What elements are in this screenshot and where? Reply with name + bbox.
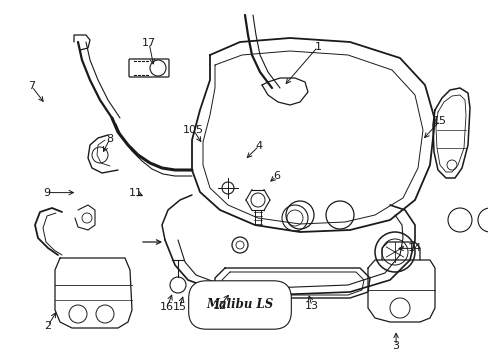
Text: 1: 1 [314,42,321,52]
Text: 17: 17 [142,38,156,48]
Text: 13: 13 [305,301,318,311]
Text: 4: 4 [255,141,262,151]
Text: 16: 16 [160,302,174,312]
FancyBboxPatch shape [129,59,169,77]
Text: 7: 7 [28,81,35,91]
Text: 2: 2 [44,321,51,331]
Text: 8: 8 [106,134,113,144]
Text: Malibu LS: Malibu LS [206,298,273,311]
Text: 14: 14 [407,243,421,253]
Text: 105: 105 [183,125,203,135]
Text: 15: 15 [432,116,446,126]
Text: 6: 6 [272,171,279,181]
Text: 12: 12 [213,301,226,311]
Text: 15: 15 [173,302,186,312]
Text: 11: 11 [129,188,142,198]
Text: 3: 3 [392,341,399,351]
Text: 9: 9 [43,188,50,198]
